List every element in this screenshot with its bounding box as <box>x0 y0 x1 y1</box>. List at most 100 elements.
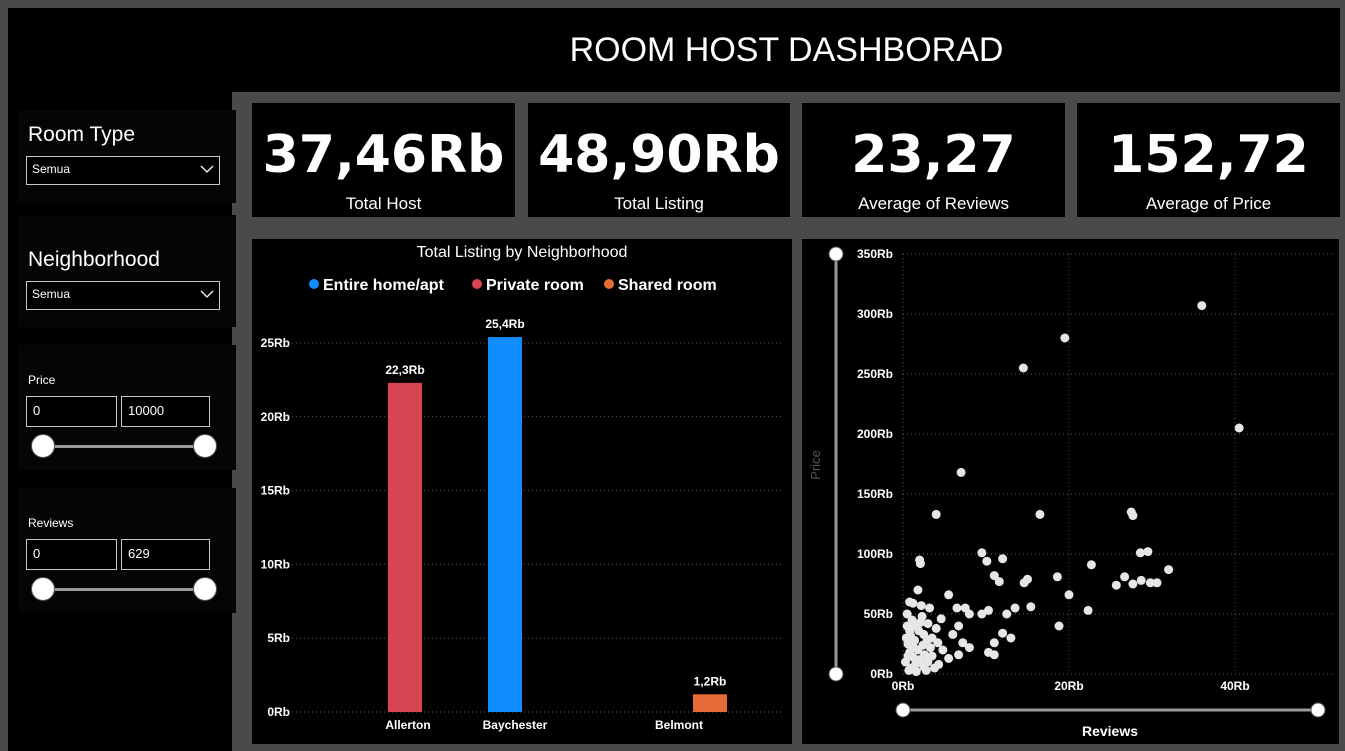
scatter-point[interactable] <box>944 653 954 663</box>
bar[interactable] <box>388 382 422 712</box>
scatter-point[interactable] <box>920 650 930 660</box>
scatter-point[interactable] <box>921 665 931 675</box>
scatter-point[interactable] <box>933 638 943 648</box>
scatter-point[interactable] <box>952 603 962 613</box>
scatter-point[interactable] <box>1006 633 1016 643</box>
scatter-point[interactable] <box>909 643 919 653</box>
scatter-point[interactable] <box>1052 572 1062 582</box>
reviews-slider-min-handle[interactable] <box>31 577 55 601</box>
scatter-point[interactable] <box>956 467 966 477</box>
scatter-point[interactable] <box>1135 548 1145 558</box>
scatter-point[interactable] <box>1064 590 1074 600</box>
scatter-point[interactable] <box>903 651 913 661</box>
scatter-point[interactable] <box>977 609 987 619</box>
y-tick-label: 10Rb <box>261 557 290 571</box>
y-zoom-bottom-handle[interactable] <box>828 666 844 682</box>
scatter-point[interactable] <box>989 650 999 660</box>
reviews-slider-track[interactable] <box>40 588 204 591</box>
scatter-point[interactable] <box>901 633 911 643</box>
scatter-point[interactable] <box>964 643 974 653</box>
scatter-point[interactable] <box>1035 509 1045 519</box>
room-type-dropdown[interactable]: Semua <box>26 156 220 185</box>
scatter-point[interactable] <box>938 645 948 655</box>
reviews-min-input[interactable]: 0 <box>26 539 117 570</box>
y-zoom-top-handle[interactable] <box>828 246 844 262</box>
scatter-point[interactable] <box>1145 578 1155 588</box>
scatter-point[interactable] <box>998 554 1008 564</box>
scatter-point[interactable] <box>958 638 968 648</box>
x-axis: 0Rb 20Rb 40Rb <box>892 679 1250 693</box>
scatter-point[interactable] <box>1152 578 1162 588</box>
price-min-value: 0 <box>33 403 41 418</box>
scatter-point[interactable] <box>1111 580 1121 590</box>
bar[interactable] <box>488 337 522 712</box>
scatter-point[interactable] <box>904 665 914 675</box>
scatter-point[interactable] <box>915 559 925 569</box>
scatter-point[interactable] <box>1136 575 1146 585</box>
scatter-point[interactable] <box>1086 560 1096 570</box>
reviews-max-input[interactable]: 629 <box>121 539 210 570</box>
scatter-point[interactable] <box>927 651 937 661</box>
scatter-point[interactable] <box>1060 333 1070 343</box>
scatter-point[interactable] <box>1143 547 1153 557</box>
scatter-point[interactable] <box>1010 603 1020 613</box>
scatter-point[interactable] <box>905 597 915 607</box>
data-label: 22,3Rb <box>385 363 424 377</box>
scatter-point[interactable] <box>931 509 941 519</box>
price-slider-min-handle[interactable] <box>31 434 55 458</box>
scatter-point[interactable] <box>944 590 954 600</box>
scatter-point[interactable] <box>923 619 933 629</box>
scatter-point[interactable] <box>977 548 987 558</box>
scatter-point[interactable] <box>1164 565 1174 575</box>
scatter-point[interactable] <box>916 601 926 611</box>
scatter-point[interactable] <box>1234 423 1244 433</box>
scatter-point[interactable] <box>1018 363 1028 373</box>
scatter-point[interactable] <box>989 638 999 648</box>
scatter-point[interactable] <box>1120 572 1130 582</box>
x-zoom-left-handle[interactable] <box>895 702 911 718</box>
scatter-point[interactable] <box>982 556 992 566</box>
scatter-point[interactable] <box>983 605 993 615</box>
scatter-point[interactable] <box>954 621 964 631</box>
scatter-point[interactable] <box>910 621 920 631</box>
scatter-point[interactable] <box>925 643 935 653</box>
scatter-point[interactable] <box>1128 579 1138 589</box>
scatter-point[interactable] <box>948 629 958 639</box>
scatter-point[interactable] <box>936 614 946 624</box>
scatter-point[interactable] <box>911 667 921 677</box>
scatter-point[interactable] <box>902 609 912 619</box>
scatter-point[interactable] <box>998 628 1008 638</box>
chart-title: Total Listing by Neighborhood <box>417 244 628 261</box>
scatter-point[interactable] <box>934 659 944 669</box>
neighborhood-dropdown[interactable]: Semua <box>26 281 220 310</box>
scatter-point[interactable] <box>1128 511 1138 521</box>
x-axis: Allerton Baychester Belmont <box>385 718 703 732</box>
reviews-slider-max-handle[interactable] <box>193 577 217 601</box>
price-slider-max-handle[interactable] <box>193 434 217 458</box>
scatter-point[interactable] <box>913 585 923 595</box>
scatter-point[interactable] <box>1054 621 1064 631</box>
scatter-point[interactable] <box>931 623 941 633</box>
scatter-point[interactable] <box>917 611 927 621</box>
scatter-point[interactable] <box>964 609 974 619</box>
y-tick-label: 150Rb <box>857 487 893 501</box>
price-min-input[interactable]: 0 <box>26 396 117 427</box>
scatter-point[interactable] <box>989 571 999 581</box>
scatter-point[interactable] <box>954 650 964 660</box>
scatter-point[interactable] <box>1023 574 1032 584</box>
bar[interactable] <box>693 694 727 712</box>
scatter-point[interactable] <box>1002 609 1012 619</box>
scatter-point[interactable] <box>994 577 1004 587</box>
scatter-point[interactable] <box>925 603 935 613</box>
kpi-label: Total Listing <box>614 194 704 213</box>
scatter-point[interactable] <box>1197 301 1207 311</box>
scatter-point[interactable] <box>1026 602 1036 612</box>
scatter-point[interactable] <box>922 635 932 645</box>
scatter-point[interactable] <box>1083 605 1093 615</box>
price-max-input[interactable]: 10000 <box>121 396 210 427</box>
neighborhood-title: Neighborhood <box>28 248 160 271</box>
price-slider-track[interactable] <box>40 445 204 448</box>
kpi-value: 37,46Rb <box>262 125 505 185</box>
price-filter: Price 0 10000 <box>18 345 236 470</box>
x-zoom-right-handle[interactable] <box>1310 702 1326 718</box>
